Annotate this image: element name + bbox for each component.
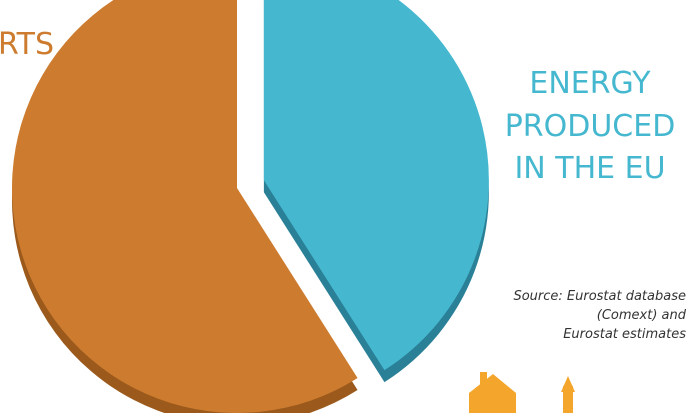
pie-slice-produced: [263, 0, 489, 371]
energy-produced-label-line2: PRODUCED: [505, 109, 676, 144]
pie-slice-imports: [12, 0, 358, 413]
energy-produced-label-line1: ENERGY: [529, 66, 651, 101]
source-note-line2: (Comext) and: [597, 308, 687, 323]
imports-label: RTS: [0, 27, 54, 62]
pie-slices: [12, 0, 489, 418]
house-icon: [469, 372, 575, 413]
energy-produced-label-line3: IN THE EU: [514, 151, 665, 186]
source-note-line1: Source: Eurostat database: [513, 289, 686, 304]
source-note-line3: Eurostat estimates: [563, 327, 686, 342]
source-note: Source: Eurostat database (Comext) and E…: [513, 289, 686, 342]
energy-produced-label: ENERGY PRODUCED IN THE EU: [505, 66, 676, 186]
